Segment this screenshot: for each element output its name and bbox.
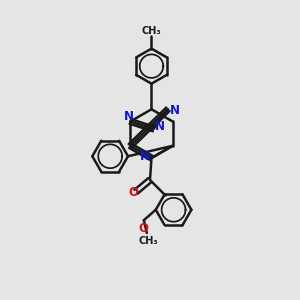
Text: N: N <box>124 110 134 123</box>
Text: O: O <box>128 186 138 200</box>
Text: O: O <box>139 222 148 235</box>
Text: CH₃: CH₃ <box>142 26 161 36</box>
Text: CH₃: CH₃ <box>139 236 158 246</box>
Text: N: N <box>140 150 150 163</box>
Text: N: N <box>169 104 179 117</box>
Text: N: N <box>155 120 165 133</box>
